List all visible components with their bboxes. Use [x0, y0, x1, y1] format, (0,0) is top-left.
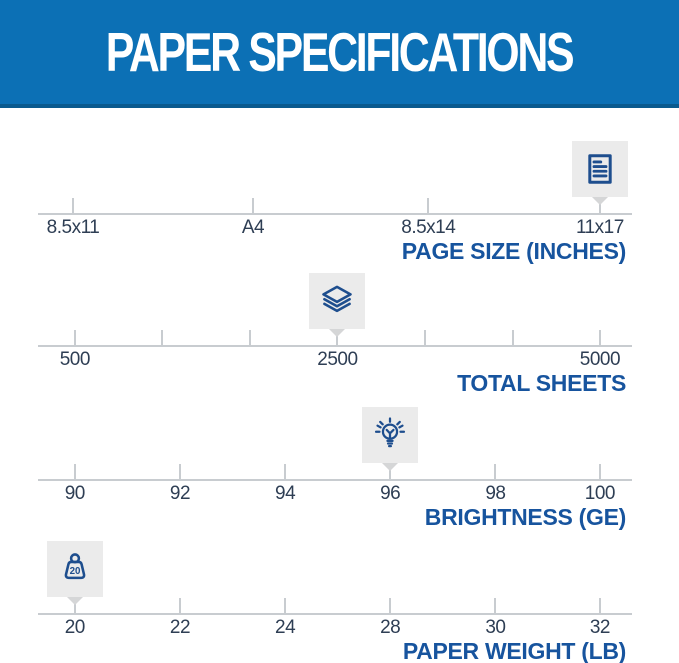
marker-pointer	[66, 597, 83, 605]
scale-title: PAPER WEIGHT (LB)	[402, 638, 626, 663]
tick-label: 2500	[317, 349, 358, 370]
marker-sheets-icon	[309, 273, 366, 337]
scale-total-sheets: 500 2500 5000 TOTAL SHEETS	[0, 273, 679, 399]
axis-line	[38, 213, 632, 215]
tick-label: 28	[380, 617, 401, 638]
tick-label: 20	[64, 617, 86, 638]
tick-label: 98	[485, 483, 506, 504]
tick-mark	[427, 198, 430, 214]
tick-mark	[73, 330, 76, 346]
tick-label: 92	[169, 483, 191, 504]
marker-pointer	[591, 197, 608, 205]
axis-line	[38, 613, 632, 615]
tick-mark	[284, 598, 287, 614]
tick-mark	[423, 330, 426, 346]
tick-label: 24	[275, 617, 296, 638]
tick-mark	[598, 330, 601, 346]
tick-label: 96	[380, 483, 401, 504]
tick-label: 5000	[579, 349, 621, 370]
scale-title: PAGE SIZE (INCHES)	[401, 238, 627, 264]
tick-label: 90	[64, 483, 86, 504]
tick-mark	[598, 198, 601, 214]
tick-mark	[336, 330, 339, 346]
tick-label: 500	[59, 349, 91, 370]
document-icon	[571, 141, 628, 197]
tick-mark	[249, 330, 252, 346]
weight-icon: 20	[46, 541, 103, 597]
tick-label: 22	[169, 617, 191, 638]
scale-page-size-inches: 8.5x11 A4 8.5x14 11x17 PAGE SIZE (INCHES)	[0, 141, 679, 267]
tick-mark	[494, 598, 497, 614]
tick-label: 8.5x14	[401, 217, 456, 238]
marker-document-icon	[571, 141, 628, 205]
weight-icon-label: 20	[69, 566, 80, 577]
scale-title: TOTAL SHEETS	[457, 370, 626, 396]
axis-line	[38, 345, 632, 347]
tick-label: 32	[589, 617, 611, 638]
tick-mark	[494, 464, 497, 480]
scale-title: BRIGHTNESS (GE)	[424, 504, 627, 530]
sheets-icon	[309, 273, 366, 329]
page-title: PAPER SPECIFICATIONS	[106, 21, 575, 83]
tick-mark	[389, 464, 392, 480]
header-banner: PAPER SPECIFICATIONS	[0, 0, 679, 108]
tick-mark	[389, 598, 392, 614]
tick-label: 11x17	[575, 217, 624, 238]
tick-mark	[179, 598, 181, 614]
tick-mark	[179, 464, 181, 480]
tick-mark	[72, 198, 74, 214]
tick-mark	[511, 330, 514, 346]
tick-mark	[252, 198, 254, 214]
tick-label: 94	[275, 483, 296, 504]
tick-mark	[598, 464, 601, 480]
scale-paper-weight-lb: 20 22 24 28 30 32 20 PAPER WEIGHT (LB)	[0, 541, 679, 663]
axis-line	[38, 479, 632, 481]
tick-mark	[73, 598, 76, 614]
marker-pointer	[382, 463, 399, 471]
marker-weight-icon: 20	[46, 541, 103, 605]
tick-mark	[73, 464, 76, 480]
tick-label: 100	[584, 483, 616, 504]
lightbulb-icon	[362, 407, 419, 463]
tick-label: A4	[241, 217, 265, 238]
scale-brightness-ge: 90 92 94 96 98 100 BRIGHTNESS (GE)	[0, 407, 679, 533]
tick-mark	[598, 598, 601, 614]
tick-label: 8.5x11	[46, 217, 100, 238]
tick-mark	[161, 330, 164, 346]
marker-lightbulb-icon	[362, 407, 419, 471]
marker-pointer	[329, 329, 346, 337]
tick-label: 30	[485, 617, 506, 638]
tick-mark	[284, 464, 287, 480]
